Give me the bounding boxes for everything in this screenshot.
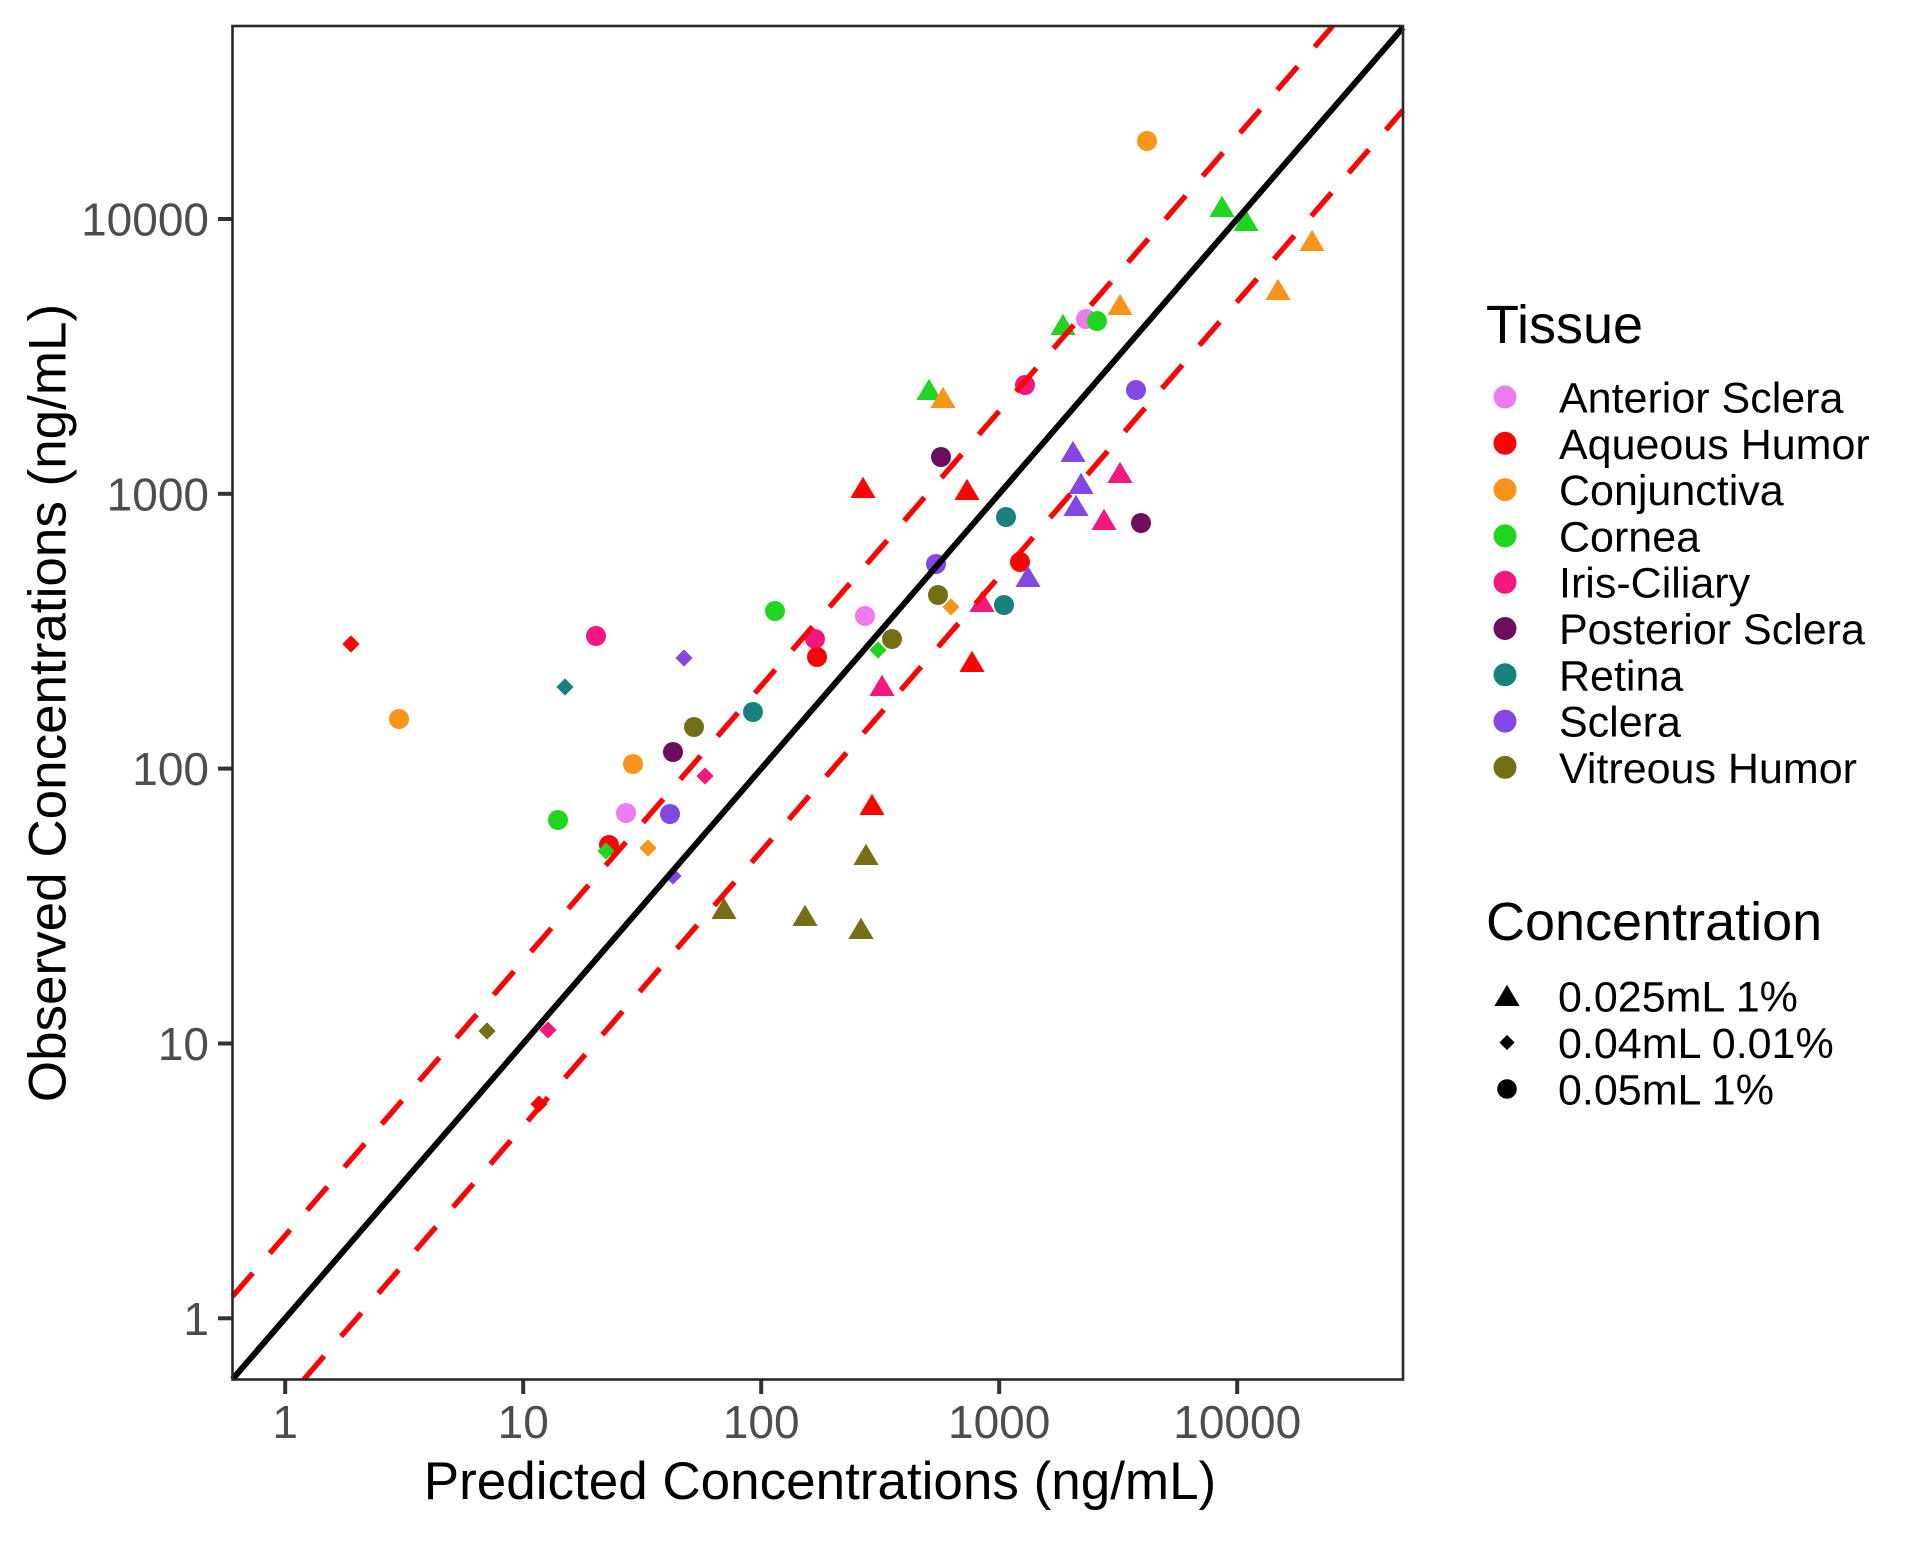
svg-text:1000: 1000	[107, 468, 209, 520]
svg-text:1000: 1000	[948, 1396, 1050, 1448]
svg-text:Sclera: Sclera	[1559, 699, 1681, 747]
svg-text:Concentration: Concentration	[1486, 892, 1822, 952]
svg-text:10: 10	[158, 1018, 209, 1070]
svg-text:Iris-Ciliary: Iris-Ciliary	[1559, 560, 1751, 608]
svg-text:1: 1	[272, 1396, 298, 1448]
svg-text:Tissue: Tissue	[1486, 295, 1643, 355]
svg-text:10: 10	[498, 1396, 549, 1448]
svg-text:Predicted Concentrations (ng/m: Predicted Concentrations (ng/mL)	[424, 1452, 1216, 1511]
svg-text:0.05mL 1%: 0.05mL 1%	[1558, 1067, 1774, 1115]
svg-text:10000: 10000	[81, 194, 209, 246]
svg-text:Retina: Retina	[1559, 652, 1683, 700]
svg-text:0.04mL 0.01%: 0.04mL 0.01%	[1558, 1020, 1834, 1068]
svg-text:Posterior Sclera: Posterior Sclera	[1559, 606, 1865, 654]
svg-text:Cornea: Cornea	[1559, 513, 1700, 561]
svg-text:1: 1	[183, 1293, 209, 1345]
svg-text:10000: 10000	[1173, 1396, 1301, 1448]
svg-text:0.025mL 1%: 0.025mL 1%	[1558, 974, 1798, 1022]
svg-text:100: 100	[132, 743, 209, 795]
svg-text:Conjunctiva: Conjunctiva	[1559, 467, 1784, 515]
svg-text:100: 100	[723, 1396, 800, 1448]
svg-text:Vitreous Humor: Vitreous Humor	[1559, 745, 1857, 793]
svg-text:Anterior Sclera: Anterior Sclera	[1559, 375, 1843, 423]
svg-text:Aqueous Humor: Aqueous Humor	[1559, 421, 1870, 469]
svg-text:Observed Concentrations (ng/mL: Observed Concentrations (ng/mL)	[19, 304, 78, 1102]
